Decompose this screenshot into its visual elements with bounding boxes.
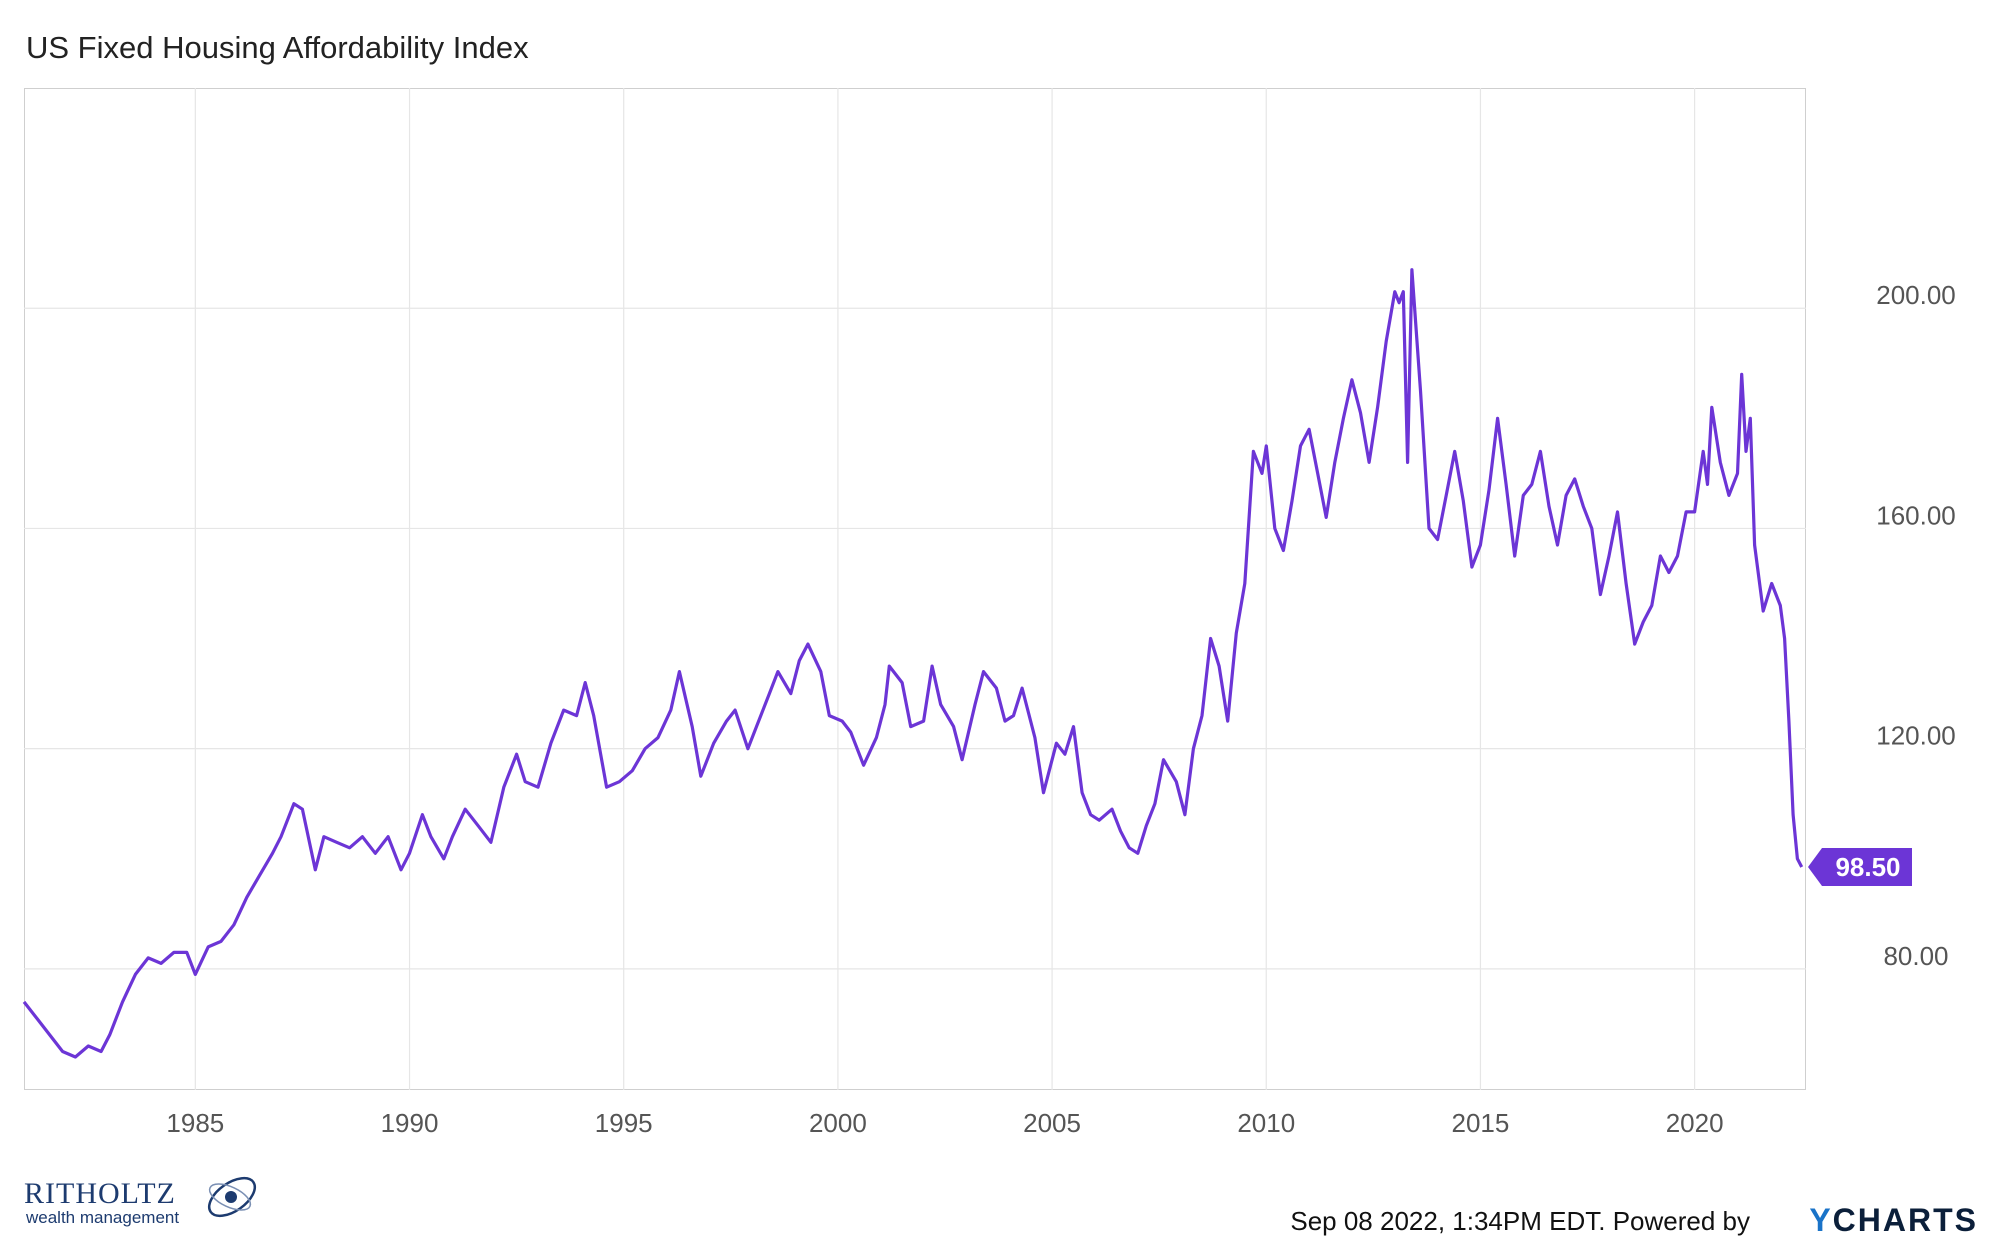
brand-logo: RITHOLTZ wealth management <box>24 1176 257 1227</box>
last-value-marker: 98.50 <box>1808 848 1912 887</box>
y-tick-label: 80.00 <box>1883 941 1948 971</box>
footer-timestamp: Sep 08 2022, 1:34PM EDT. Powered by <box>1290 1206 1750 1237</box>
grid-lines <box>24 88 1806 1090</box>
x-tick-label: 2005 <box>1023 1108 1081 1138</box>
x-axis-ticks: 1985 1990 1995 2000 2005 2010 2015 2020 <box>166 1108 1723 1138</box>
last-value-badge <box>1808 848 1912 887</box>
timestamp-text: Sep 08 2022, 1:34PM EDT. <box>1290 1206 1606 1236</box>
series-layer <box>22 268 1804 1059</box>
brand-name: RITHOLTZ <box>24 1177 176 1210</box>
brand-subtitle: wealth management <box>26 1208 180 1227</box>
brand-emblem-icon <box>207 1176 257 1218</box>
y-tick-label: 120.00 <box>1876 721 1956 751</box>
ycharts-logo-text: CHARTS <box>1832 1202 1978 1238</box>
x-tick-label: 2010 <box>1237 1108 1295 1138</box>
x-tick-label: 1990 <box>381 1108 439 1138</box>
ycharts-logo-y: Y <box>1809 1202 1833 1238</box>
last-value-label: 98.50 <box>1835 852 1900 882</box>
ycharts-logo[interactable]: YCHARTS <box>1809 1202 1978 1239</box>
powered-by-text: Powered by <box>1612 1206 1750 1236</box>
series-line <box>22 268 1804 1059</box>
y-tick-label: 160.00 <box>1876 500 1956 530</box>
plot-area <box>24 88 1806 1090</box>
x-tick-label: 2000 <box>809 1108 867 1138</box>
y-axis-ticks: 80.00 120.00 160.00 200.00 <box>1876 280 1956 971</box>
chart-title: US Fixed Housing Affordability Index <box>26 30 529 65</box>
x-tick-label: 1995 <box>595 1108 653 1138</box>
x-tick-label: 1985 <box>166 1108 224 1138</box>
y-tick-label: 200.00 <box>1876 280 1956 310</box>
x-tick-label: 2015 <box>1452 1108 1510 1138</box>
x-tick-label: 2020 <box>1666 1108 1724 1138</box>
